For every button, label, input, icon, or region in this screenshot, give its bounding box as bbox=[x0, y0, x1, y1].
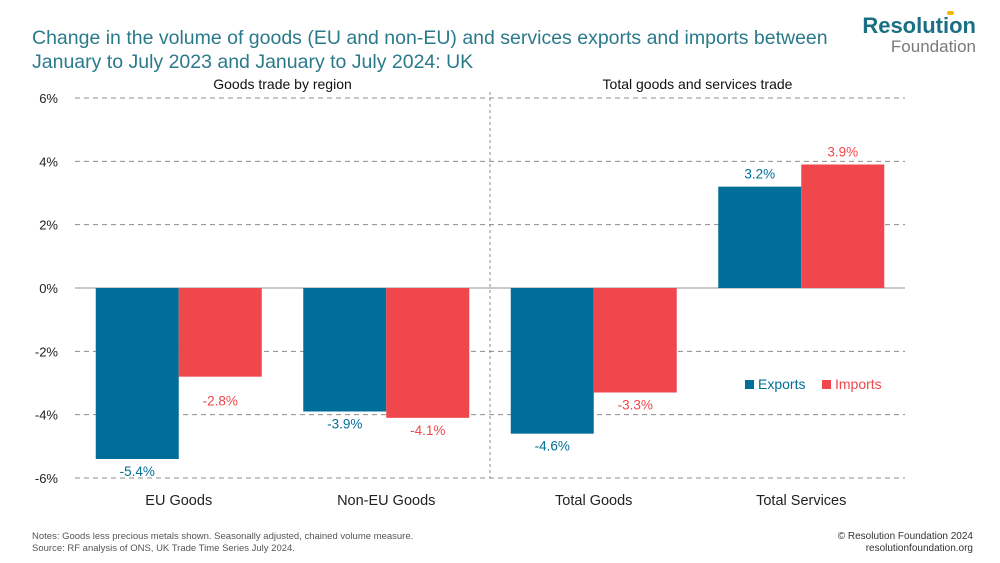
data-label: -4.6% bbox=[535, 439, 570, 454]
category-label: Total Goods bbox=[555, 493, 632, 509]
data-label: -4.1% bbox=[410, 423, 445, 438]
category-labels: EU Goods Non-EU Goods Total Goods Total Ser… bbox=[145, 493, 846, 509]
logo-dot-icon bbox=[947, 11, 954, 15]
y-tick-label: 6% bbox=[39, 91, 58, 106]
data-label: -2.8% bbox=[203, 394, 238, 409]
bar-exports bbox=[303, 288, 387, 412]
bar-exports bbox=[510, 288, 594, 434]
bar-imports bbox=[801, 164, 885, 288]
panel-titles: Goods trade by region Total goods and ser… bbox=[213, 76, 792, 92]
data-label: -5.4% bbox=[120, 464, 155, 479]
y-axis-ticks: 6% 4% 2% 0% -2% -4% -6% bbox=[35, 91, 59, 486]
legend: Exports Imports bbox=[745, 376, 882, 392]
logo: Resolution Foundation bbox=[862, 11, 976, 56]
category-label: Total Services bbox=[756, 493, 846, 509]
panel-title: Goods trade by region bbox=[213, 76, 352, 92]
y-tick-label: 4% bbox=[39, 154, 58, 169]
y-tick-label: -4% bbox=[35, 408, 59, 423]
legend-label-exports: Exports bbox=[758, 376, 805, 392]
bar-exports bbox=[95, 288, 179, 459]
copyright-text: © Resolution Foundation 2024 bbox=[837, 531, 973, 542]
chart: 6% 4% 2% 0% -2% -4% -6% -5.4% -2.8% -3.9% -4.1% -4… bbox=[35, 76, 905, 509]
category-label: Non-EU Goods bbox=[337, 493, 435, 509]
data-label: 3.9% bbox=[827, 145, 858, 160]
data-label: -3.9% bbox=[327, 417, 362, 432]
legend-swatch-exports bbox=[745, 380, 754, 389]
category-label: EU Goods bbox=[145, 493, 212, 509]
data-labels: -5.4% -2.8% -3.9% -4.1% -4.6% -3.3% 3.2% 3.9% bbox=[120, 145, 859, 480]
legend-swatch-imports bbox=[822, 380, 831, 389]
footer-notes: Notes: Goods less precious metals shown.… bbox=[32, 531, 413, 555]
notes-text: Notes: Goods less precious metals shown.… bbox=[32, 531, 414, 542]
chart-title: Change in the volume of goods (EU and no… bbox=[32, 27, 828, 73]
bars bbox=[95, 164, 885, 459]
bar-imports bbox=[386, 288, 470, 418]
logo-sub: Foundation bbox=[890, 37, 976, 56]
y-tick-label: -2% bbox=[35, 344, 59, 359]
bar-imports bbox=[593, 288, 677, 393]
bar-exports bbox=[718, 186, 802, 288]
logo-main: Resolution bbox=[862, 13, 976, 38]
bar-imports bbox=[178, 288, 262, 377]
website-text: resolutionfoundation.org bbox=[865, 543, 973, 554]
panel-title: Total goods and services trade bbox=[603, 76, 793, 92]
y-tick-label: 2% bbox=[39, 218, 58, 233]
source-text: Source: RF analysis of ONS, UK Trade Tim… bbox=[32, 543, 295, 554]
y-tick-label: 0% bbox=[39, 281, 58, 296]
data-label: 3.2% bbox=[744, 167, 775, 182]
legend-label-imports: Imports bbox=[835, 376, 882, 392]
footer-credits: © Resolution Foundation 2024 resolutionf… bbox=[838, 531, 973, 555]
y-tick-label: -6% bbox=[35, 471, 59, 486]
data-label: -3.3% bbox=[618, 398, 653, 413]
